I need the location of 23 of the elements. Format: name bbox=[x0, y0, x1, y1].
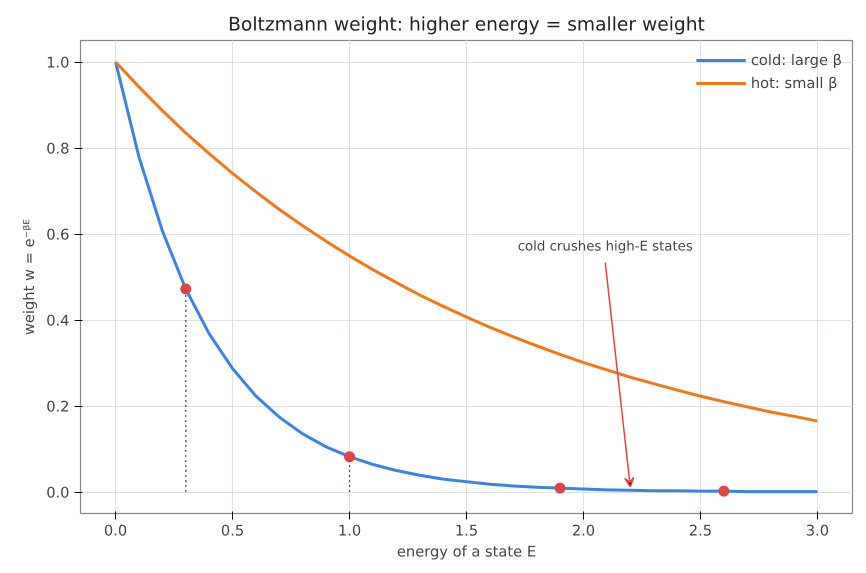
y-tick-label: 1.0 bbox=[46, 54, 70, 72]
x-tick-label: 3.0 bbox=[806, 522, 830, 540]
x-tick-label: 1.5 bbox=[454, 522, 478, 540]
chart-title: Boltzmann weight: higher energy = smaller weight bbox=[228, 14, 705, 36]
point bbox=[718, 486, 730, 497]
point bbox=[180, 284, 192, 295]
y-tick-label: 0.6 bbox=[46, 226, 70, 244]
x-tick-label: 2.5 bbox=[688, 522, 712, 540]
x-axis-title: energy of a state E bbox=[396, 544, 536, 560]
y-axis-title: weight w = e⁻ᵝᴱ bbox=[21, 218, 38, 336]
legend-label: cold: large β bbox=[750, 52, 842, 68]
annotation: cold crushes high-E states bbox=[518, 240, 693, 255]
x-tick-label: 0.0 bbox=[104, 522, 128, 540]
x-tick-label: 1.0 bbox=[338, 522, 362, 540]
y-tick-label: 0.0 bbox=[46, 484, 70, 502]
x-tick-label: 2.0 bbox=[572, 522, 596, 540]
y-tick-label: 0.2 bbox=[46, 398, 70, 416]
x-tick-label: 0.5 bbox=[220, 522, 244, 540]
point bbox=[554, 482, 566, 494]
y-tick-label: 0.8 bbox=[46, 140, 70, 158]
legend-label: hot: small β bbox=[750, 74, 838, 92]
y-tick-label: 0.4 bbox=[46, 312, 70, 330]
point bbox=[344, 451, 356, 462]
